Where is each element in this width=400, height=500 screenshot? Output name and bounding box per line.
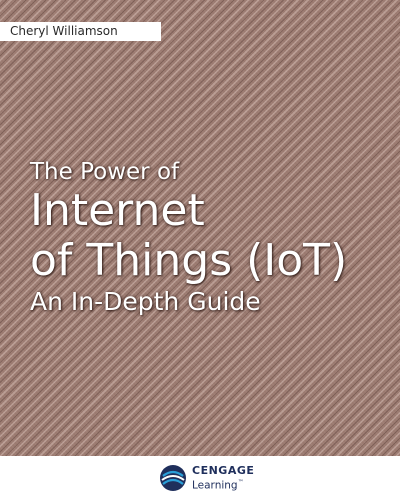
title-block: The Power of Internet of Things (IoT) An… xyxy=(30,158,347,318)
author-bar xyxy=(0,22,161,41)
publisher-name-bottom-text: Learning xyxy=(192,479,238,492)
publisher-name-bottom: Learning™ xyxy=(192,477,254,492)
title-line-3: of Things (IoT) xyxy=(30,235,348,286)
title-line-2: Internet xyxy=(30,185,205,236)
publisher-name-top: CENGAGE xyxy=(192,463,255,477)
title-line-1: The Power of xyxy=(30,159,180,185)
fabric-background xyxy=(0,0,400,456)
author-name: Cheryl Williamson xyxy=(10,24,118,38)
trademark-symbol: ™ xyxy=(237,478,244,486)
publisher-name: CENGAGE Learning™ xyxy=(192,463,255,492)
subtitle: An In-Depth Guide xyxy=(30,287,261,316)
publisher-logo: CENGAGE Learning™ xyxy=(158,463,254,493)
cengage-globe-icon xyxy=(160,465,186,491)
